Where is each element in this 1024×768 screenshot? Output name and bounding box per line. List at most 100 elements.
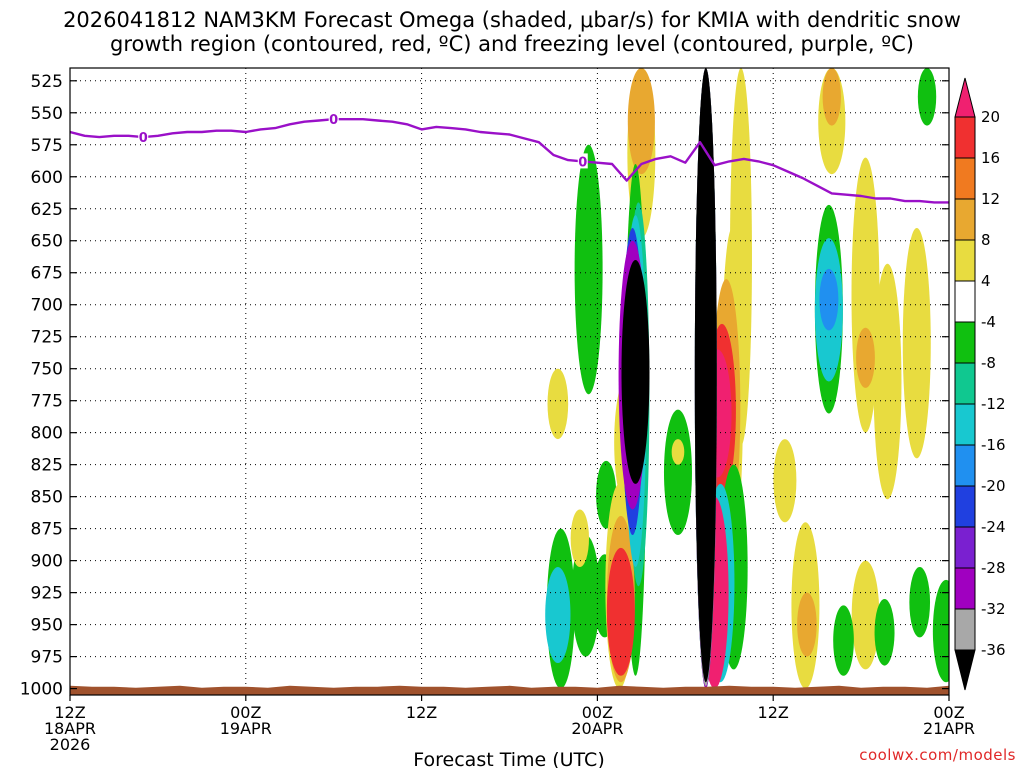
- omega-region-1: [627, 68, 655, 175]
- freezing-level-layer: 0 0 0: [70, 111, 949, 204]
- colorbar-box: [954, 198, 976, 241]
- colorbar-box: [954, 485, 976, 528]
- colorbar-label: -20: [981, 477, 1006, 495]
- x-tick-label: 12Z: [406, 703, 437, 722]
- y-tick-label: 825: [31, 456, 63, 476]
- colorbar-box: [954, 403, 976, 446]
- y-tick-label: 650: [31, 232, 63, 252]
- freezing-level-line: [70, 117, 949, 204]
- y-tick-label: 525: [31, 72, 63, 92]
- colorbar-box: [954, 280, 976, 323]
- y-tick-label: 875: [31, 520, 63, 540]
- terrain-fill: [70, 685, 949, 695]
- colorbar-box: [954, 116, 976, 159]
- colorbar-label: 12: [981, 190, 1000, 208]
- plot-frame: [69, 67, 950, 696]
- colorbar-box: [954, 239, 976, 282]
- freezing-label-bg-0: [138, 129, 149, 145]
- y-tick-label: 1000: [20, 680, 63, 700]
- colorbar-box: [954, 444, 976, 487]
- colorbar-label: -16: [981, 436, 1006, 454]
- colorbar-label: -36: [981, 641, 1006, 659]
- omega-shading: [545, 68, 949, 689]
- y-tick-label: 925: [31, 584, 63, 604]
- y-tick-label: 600: [31, 168, 63, 188]
- omega-region-7: [902, 227, 931, 459]
- freezing-level-label: 0: [329, 113, 338, 128]
- omega-region-26: [671, 439, 685, 465]
- omega-region-31: [874, 599, 895, 666]
- omega-region-9: [856, 327, 875, 388]
- colorbar-label: 16: [981, 149, 1000, 167]
- y-tick-label: 950: [31, 616, 63, 636]
- colorbar-box: [954, 567, 976, 610]
- y-tick-label: 675: [31, 264, 63, 284]
- colorbar-label: -4: [981, 313, 996, 331]
- freezing-label-bg-1: [328, 111, 339, 127]
- colorbar: 20 16 12 8 4 -4 -8 -12 -16 -20 -24 -28 -32 -36: [954, 77, 1006, 691]
- y-tick-label: 750: [31, 360, 63, 380]
- x-tick-label: 12Z: [54, 703, 85, 722]
- omega-region-12: [819, 268, 839, 331]
- freezing-level-label: 0: [139, 131, 148, 146]
- omega-region-5: [917, 68, 937, 126]
- omega-region-29: [851, 560, 880, 670]
- x-tick-label: 2026: [50, 735, 91, 754]
- omega-region-25: [663, 409, 692, 536]
- freezing-label-bg-2: [577, 153, 588, 169]
- colorbar-label: -32: [981, 600, 1006, 618]
- x-tick-label: 18APR: [44, 719, 96, 738]
- x-tick-label: 20APR: [571, 719, 623, 738]
- y-tick-label: 625: [31, 200, 63, 220]
- terrain-band: [70, 685, 949, 695]
- x-tick-label: 12Z: [758, 703, 789, 722]
- y-tick-label: 725: [31, 328, 63, 348]
- x-tick-label: 19APR: [220, 719, 272, 738]
- colorbar-box: [954, 362, 976, 405]
- colorbar-label: 8: [981, 231, 991, 249]
- chart-title-line-2: growth region (contoured, red, ºC) and f…: [110, 32, 914, 56]
- colorbar-box: [954, 608, 976, 651]
- x-tick-label: 00Z: [933, 703, 964, 722]
- colorbar-bottom-arrow: [954, 649, 976, 691]
- site-credit: coolwx.com/models: [859, 746, 1016, 764]
- omega-region-28: [797, 592, 817, 657]
- omega-region-54: [694, 68, 717, 683]
- omega-region-4: [822, 68, 841, 126]
- colorbar-box: [954, 321, 976, 364]
- omega-region-30: [833, 605, 854, 676]
- colorbar-label: -12: [981, 395, 1006, 413]
- freezing-level-label: 0: [578, 155, 587, 170]
- x-tick-label: 00Z: [582, 703, 613, 722]
- x-tick-label: 00Z: [230, 703, 261, 722]
- omega-region-20: [545, 567, 571, 664]
- colorbar-label: -24: [981, 518, 1006, 536]
- omega-region-32: [909, 567, 931, 638]
- colorbar-box: [954, 157, 976, 200]
- colorbar-box: [954, 526, 976, 569]
- omega-region-22: [570, 509, 590, 568]
- y-tick-label: 900: [31, 552, 63, 572]
- omega-region-42: [621, 259, 650, 484]
- y-tick-label: 550: [31, 104, 63, 124]
- omega-region-16: [773, 439, 797, 523]
- chart-title-line-1: 2026041812 NAM3KM Forecast Omega (shaded…: [63, 8, 961, 32]
- colorbar-label: 20: [981, 108, 1000, 126]
- x-tick-label: 21APR: [923, 719, 975, 738]
- colorbar-label: -8: [981, 354, 996, 372]
- omega-region-18: [574, 144, 603, 395]
- x-axis-label: Forecast Time (UTC): [413, 749, 604, 768]
- y-tick-label: 850: [31, 488, 63, 508]
- omega-region-13: [547, 368, 569, 440]
- omega-region-8: [873, 263, 902, 500]
- colorbar-label: -28: [981, 559, 1006, 577]
- y-tick-label: 575: [31, 136, 63, 156]
- pressure-axis: 525 550 575 600 625 650 675 700 725 750 775 800 825 8…: [20, 72, 949, 700]
- colorbar-label: 4: [981, 272, 991, 290]
- y-tick-label: 775: [31, 392, 63, 412]
- y-tick-label: 975: [31, 648, 63, 668]
- y-tick-label: 700: [31, 296, 63, 316]
- colorbar-top-arrow: [954, 77, 976, 118]
